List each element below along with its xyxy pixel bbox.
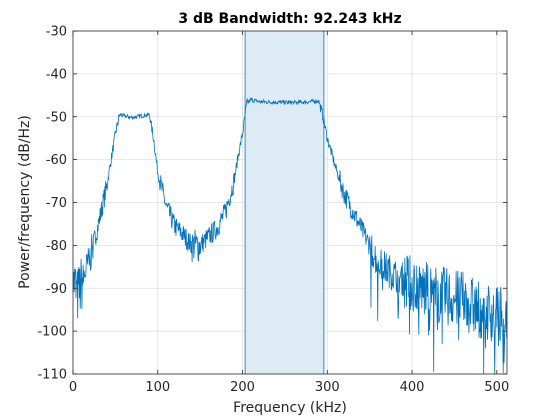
y-tick-label-5: -60 xyxy=(46,153,67,168)
y-tick-label-2: -90 xyxy=(46,282,67,297)
series-line xyxy=(72,96,508,375)
x-tick-label-4: 400 xyxy=(400,380,425,395)
x-axis-label: Frequency (kHz) xyxy=(233,400,347,416)
y-tick-label-1: -100 xyxy=(37,325,67,340)
x-tick-label-1: 100 xyxy=(145,380,170,395)
x-tick-label-0: 0 xyxy=(69,380,77,395)
x-tick-label-2: 200 xyxy=(230,380,255,395)
y-tick-label-3: -80 xyxy=(46,239,67,254)
y-tick-labels: -110 -100 -90 -80 -70 -60 -50 -40 -30 xyxy=(37,25,67,383)
y-tick-label-4: -70 xyxy=(46,196,67,211)
y-tick-label-8: -30 xyxy=(46,25,67,40)
chart-title: 3 dB Bandwidth: 92.243 kHz xyxy=(178,11,401,27)
tick-marks xyxy=(72,30,507,375)
y-tick-label-0: -110 xyxy=(37,368,67,383)
y-tick-label-7: -40 xyxy=(46,67,67,82)
x-tick-label-5: 500 xyxy=(484,380,509,395)
bandwidth-band xyxy=(245,31,324,374)
x-tick-label-3: 300 xyxy=(315,380,340,395)
y-axis-label: Power/frequency (dB/Hz) xyxy=(17,115,33,289)
y-tick-label-6: -50 xyxy=(46,110,67,125)
x-tick-labels: 0 100 200 300 400 500 xyxy=(69,380,509,395)
